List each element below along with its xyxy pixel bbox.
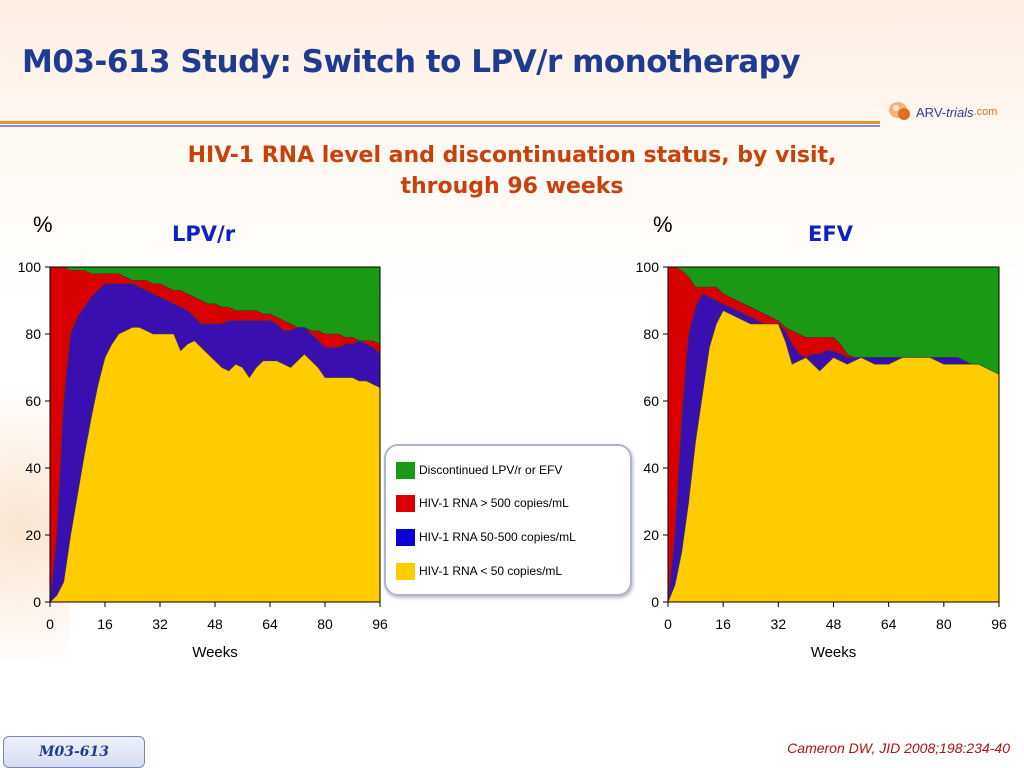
efv-xtick-label: 64	[881, 616, 897, 632]
efv-xaxis-label: Weeks	[811, 644, 857, 661]
legend-swatch-yellow	[396, 562, 415, 580]
subtitle-line-1: HIV-1 RNA level and discontinuation stat…	[187, 143, 837, 168]
lpvr-ytick-label: 40	[25, 460, 41, 476]
legend-item-discontinued: Discontinued LPV/r or EFV	[396, 460, 562, 480]
lpvr-ytick-label: 20	[25, 527, 41, 543]
efv-xtick-label: 0	[664, 616, 672, 632]
left-chart-title: LPV/r	[172, 222, 236, 246]
efv-ytick-label: 40	[643, 460, 659, 476]
logo-capsule-icon	[888, 100, 914, 124]
subtitle-line-2: through 96 weeks	[400, 174, 624, 199]
citation: Cameron DW, JID 2008;198:234-40	[787, 740, 1010, 756]
logo-main: trials	[946, 104, 974, 120]
efv-xtick-label: 16	[715, 616, 731, 632]
lpvr-xtick-label: 80	[317, 616, 333, 632]
lpvr-xtick-label: 0	[46, 616, 54, 632]
legend-swatch-blue	[396, 528, 415, 546]
chart-legend: Discontinued LPV/r or EFV HIV-1 RNA > 50…	[384, 444, 632, 596]
efv-xtick-label: 48	[826, 616, 842, 632]
efv-ytick-label: 100	[636, 259, 660, 275]
chart-subtitle: HIV-1 RNA level and discontinuation stat…	[0, 140, 1024, 202]
lpvr-ytick-label: 100	[18, 259, 42, 275]
efv-ytick-label: 60	[643, 393, 659, 409]
lpvr-ytick-label: 60	[25, 393, 41, 409]
efv-xtick-label: 32	[771, 616, 787, 632]
efv-area-yellow	[667, 310, 1000, 603]
efv-area-chart: 0 20 40 60 80 100 0 16 32 48 64 80 96 Weeks	[636, 259, 1007, 661]
logo-prefix: ARV-	[916, 104, 947, 120]
legend-swatch-red	[396, 494, 415, 512]
lpvr-xtick-label: 64	[262, 616, 278, 632]
lpvr-area-chart: 0 20 40 60 80 100 0 16 32 48 64 80 96 Weeks	[18, 259, 388, 661]
lpvr-xtick-label: 16	[97, 616, 113, 632]
lpvr-xtick-label: 32	[152, 616, 168, 632]
arv-trials-logo: ARV- trials .com	[888, 98, 1018, 126]
legend-label: HIV-1 RNA 50-500 copies/mL	[419, 530, 576, 544]
legend-item-rna-lt-50: HIV-1 RNA < 50 copies/mL	[396, 561, 562, 581]
legend-label: Discontinued LPV/r or EFV	[419, 463, 563, 477]
legend-label: HIV-1 RNA < 50 copies/mL	[419, 564, 563, 578]
legend-swatch-green	[396, 461, 415, 479]
right-chart-title: EFV	[808, 222, 853, 246]
efv-ytick-label: 80	[643, 326, 659, 342]
lpvr-ytick-label: 80	[25, 326, 41, 342]
title-rule-blue	[0, 125, 880, 127]
lpvr-ytick-label: 0	[33, 594, 41, 610]
efv-ytick-label: 0	[651, 594, 659, 610]
title-rule-orange	[0, 121, 880, 124]
efv-xtick-label: 96	[991, 616, 1007, 632]
lpvr-area-yellow	[49, 327, 381, 603]
efv-xtick-label: 80	[936, 616, 952, 632]
legend-item-rna-gt-500: HIV-1 RNA > 500 copies/mL	[396, 493, 569, 513]
lpvr-xtick-label: 48	[207, 616, 223, 632]
slide-title: M03-613 Study: Switch to LPV/r monothera…	[22, 44, 801, 80]
left-chart-ylabel: %	[33, 212, 53, 237]
logo-suffix: .com	[973, 106, 998, 118]
efv-ytick-label: 20	[643, 527, 659, 543]
legend-item-rna-50-500: HIV-1 RNA 50-500 copies/mL	[396, 527, 576, 547]
legend-label: HIV-1 RNA > 500 copies/mL	[419, 496, 569, 510]
lpvr-xtick-label: 96	[372, 616, 388, 632]
right-chart-ylabel: %	[653, 212, 673, 237]
study-tag: M03-613	[3, 736, 145, 768]
lpvr-xaxis-label: Weeks	[192, 644, 238, 661]
